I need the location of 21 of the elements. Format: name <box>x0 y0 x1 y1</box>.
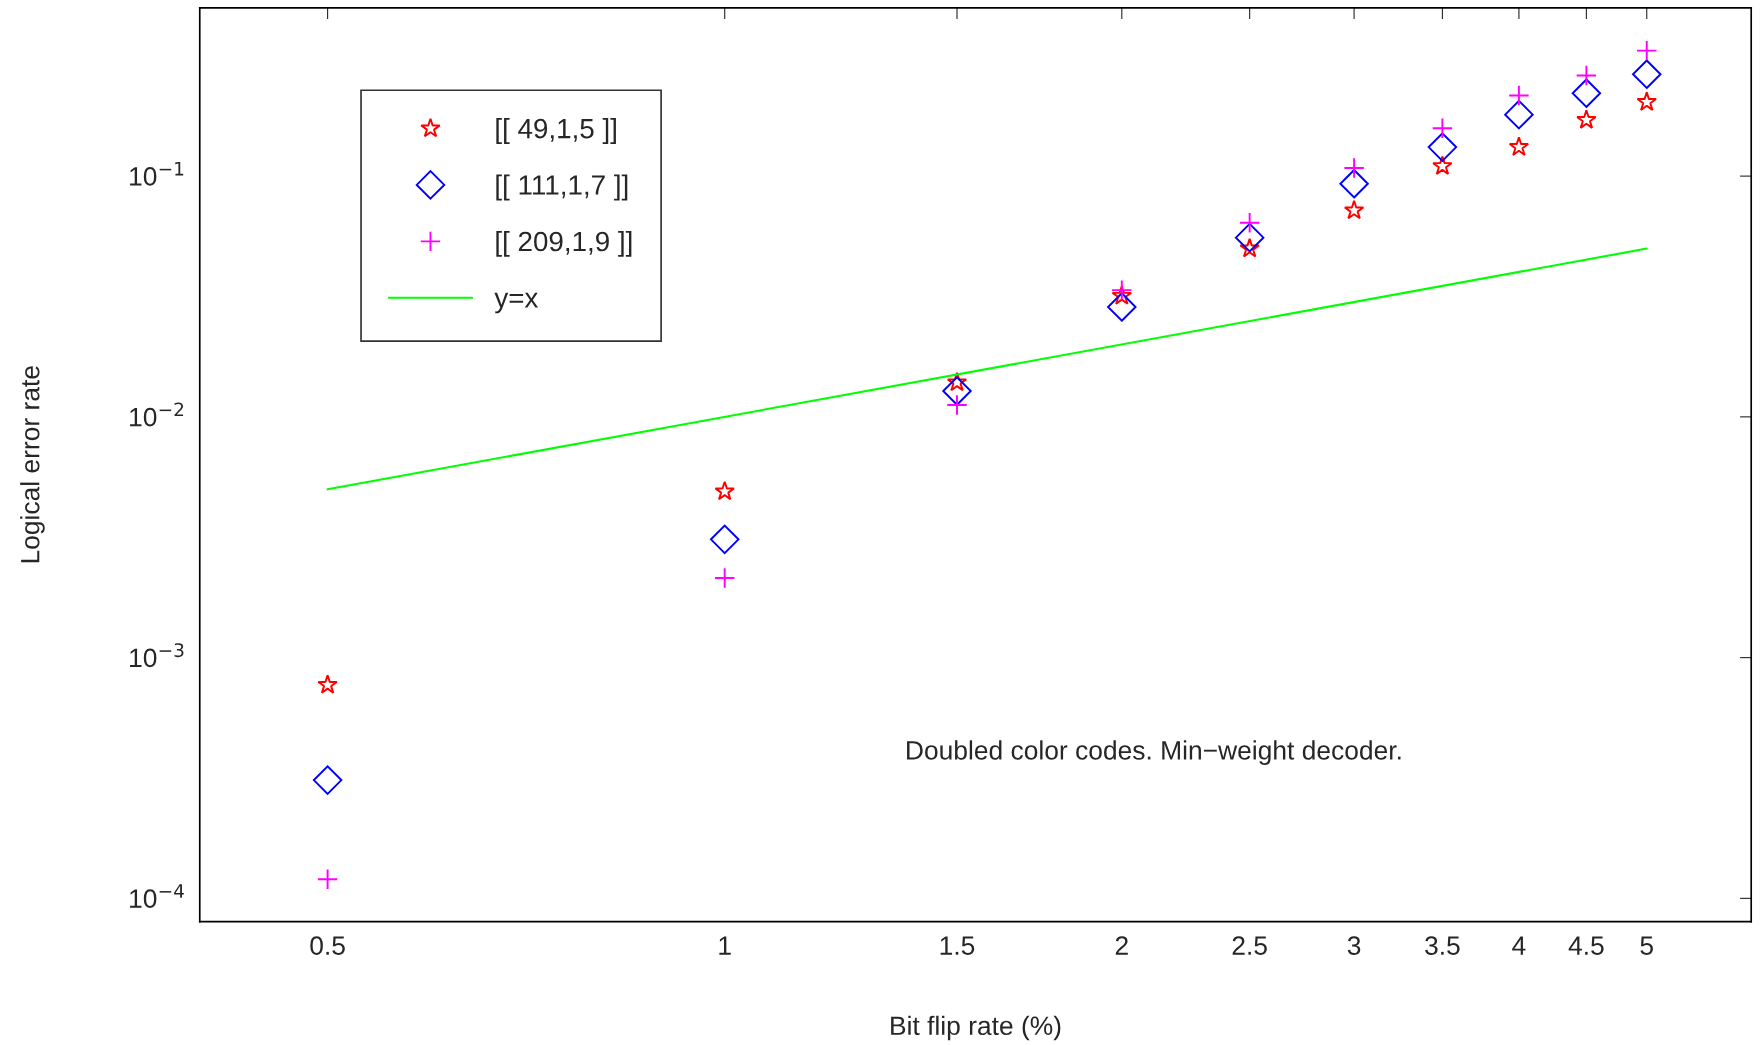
x-tick-label: 4.5 <box>1568 936 1604 955</box>
x-axis-title: Bit flip rate (%) <box>891 1015 1061 1041</box>
y-tick-label: 10$^{−4}$ <box>130 884 184 908</box>
x-tick-label: 3.5 <box>1425 936 1460 955</box>
legend-label: [[ 209,1,9 ]] <box>496 230 632 257</box>
x-tick-label: 5 <box>1640 936 1653 955</box>
legend-label: y=x <box>494 292 539 314</box>
x-tick-label: 2 <box>1115 936 1128 955</box>
y-axis-title: Logical error rate <box>20 366 45 563</box>
x-tick-label: 3 <box>1347 936 1361 955</box>
x-tick-label: 4 <box>1512 936 1526 955</box>
x-tick-label: 2.5 <box>1232 936 1267 955</box>
annotation: Doubled color codes. Min−weight decoder. <box>907 740 1401 765</box>
x-tick-label: 1.5 <box>940 936 975 955</box>
x-tick-label: 0.5 <box>310 936 345 955</box>
y-tick-label: 10$^{−2}$ <box>130 402 184 427</box>
legend-label: [[ 49,1,5 ]] <box>496 118 616 144</box>
y-tick-label: 10$^{−3}$ <box>130 643 184 668</box>
y-tick-label: 10$^{−1}$ <box>130 161 184 186</box>
x-tick-label: 1 <box>719 936 731 955</box>
legend-label: [[ 111,1,7 ]] <box>496 174 628 201</box>
